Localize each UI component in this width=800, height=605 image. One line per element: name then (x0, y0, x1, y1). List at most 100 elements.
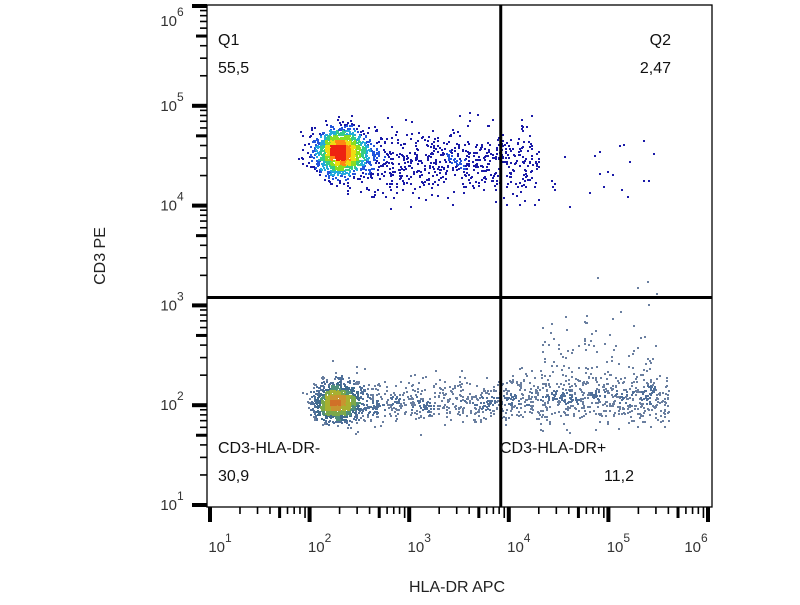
data-point (522, 156, 524, 158)
data-point (653, 406, 655, 408)
data-point (649, 401, 651, 403)
data-point (430, 146, 432, 148)
data-point (346, 169, 348, 171)
data-point (352, 132, 354, 134)
data-point (354, 412, 356, 414)
data-point (560, 415, 562, 417)
data-point (449, 150, 451, 152)
x-tick-label: 106 (684, 531, 708, 556)
data-point (353, 124, 355, 126)
data-point (359, 178, 361, 180)
data-point (346, 135, 348, 137)
data-point (428, 179, 430, 181)
data-point (468, 174, 470, 176)
data-point (374, 126, 376, 128)
data-point (662, 392, 664, 394)
data-point (653, 382, 655, 384)
data-point (313, 166, 315, 168)
data-point (323, 381, 325, 383)
data-point (361, 387, 363, 389)
data-point (353, 387, 355, 389)
data-point (340, 124, 342, 126)
data-point (420, 160, 422, 162)
data-point (371, 177, 373, 179)
data-point (380, 137, 382, 139)
data-point (320, 171, 322, 173)
data-point (339, 377, 341, 379)
data-point (534, 396, 536, 398)
data-point (459, 381, 461, 383)
data-point (348, 143, 350, 145)
data-point (459, 414, 461, 416)
data-point (460, 400, 462, 402)
data-point (390, 158, 392, 160)
data-point (511, 396, 513, 398)
data-point (346, 414, 348, 416)
data-point (546, 416, 548, 418)
data-point (562, 388, 564, 390)
data-point (642, 415, 644, 417)
data-point (634, 405, 636, 407)
data-point (324, 135, 326, 137)
data-point (571, 385, 573, 387)
data-point (596, 381, 598, 383)
data-point (335, 376, 337, 378)
data-point (578, 410, 580, 412)
data-point (366, 187, 368, 189)
data-point (339, 180, 341, 182)
data-point (423, 184, 425, 186)
data-point (466, 398, 468, 400)
data-point (521, 367, 523, 369)
data-point (420, 407, 422, 409)
data-point (340, 379, 342, 381)
data-point (328, 404, 330, 406)
data-point (328, 424, 330, 426)
data-point (320, 385, 322, 387)
data-point (466, 168, 468, 170)
data-point (439, 387, 441, 389)
data-point (517, 384, 519, 386)
data-point (310, 414, 312, 416)
data-point (347, 157, 349, 159)
data-point (429, 414, 431, 416)
data-point (377, 416, 379, 418)
data-point (366, 404, 368, 406)
data-point (417, 388, 419, 390)
data-point (323, 163, 325, 165)
data-point (581, 416, 583, 418)
data-point (418, 160, 420, 162)
data-point (582, 403, 584, 405)
data-point (554, 395, 556, 397)
data-point (450, 135, 452, 137)
data-point (486, 401, 488, 403)
data-point (584, 340, 586, 342)
data-point (614, 412, 616, 414)
data-point (502, 410, 504, 412)
data-point (410, 138, 412, 140)
data-point (370, 143, 372, 145)
data-point (637, 347, 639, 349)
data-point (623, 408, 625, 410)
data-point (325, 421, 327, 423)
x-tick-label: 102 (308, 531, 332, 556)
data-point (441, 149, 443, 151)
data-point (458, 168, 460, 170)
data-point (595, 392, 597, 394)
data-point (360, 396, 362, 398)
data-point (478, 156, 480, 158)
data-point (597, 277, 599, 279)
data-point (522, 416, 524, 418)
data-point (416, 156, 418, 158)
data-point (589, 411, 591, 413)
data-point (545, 385, 547, 387)
data-point (489, 144, 491, 146)
data-point (384, 156, 386, 158)
data-point (616, 396, 618, 398)
data-point (378, 393, 380, 395)
data-point (364, 150, 366, 152)
data-point (583, 407, 585, 409)
data-point (483, 390, 485, 392)
data-point (660, 415, 662, 417)
data-point (368, 189, 370, 191)
data-point (664, 404, 666, 406)
